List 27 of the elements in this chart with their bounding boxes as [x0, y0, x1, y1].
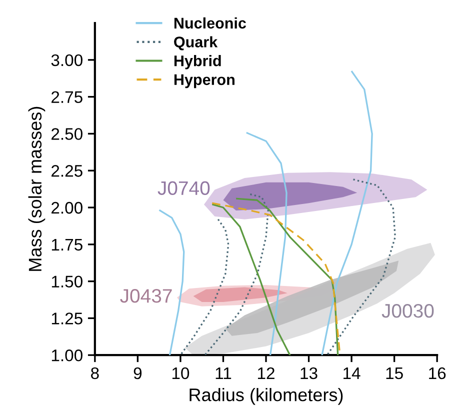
x-tick-label: 11: [216, 368, 232, 379]
legend-label: Quark: [174, 36, 218, 50]
y-tick-label: 1.00: [52, 350, 82, 362]
x-tick-label: 15: [386, 368, 403, 380]
y-tick-label: 2.25: [52, 165, 82, 177]
y-tick-label: 1.75: [52, 238, 82, 251]
legend-label: Nucleonic: [174, 17, 246, 29]
x-tick-label: 13: [300, 367, 318, 380]
x-tick-label: 16: [429, 367, 446, 380]
legend-label: Hybrid: [174, 55, 221, 70]
y-tick-label: 3.00: [51, 54, 82, 66]
x-tick-label: 14: [344, 368, 360, 379]
x-tick-label: 12: [258, 367, 274, 379]
x-tick-label: 10: [172, 367, 190, 380]
y-tick-label: 2.00: [52, 202, 82, 214]
legend-label: Hyperon: [174, 74, 234, 88]
x-axis-title: Radius (kilometers): [190, 388, 343, 405]
y-tick-label: 1.25: [52, 312, 82, 324]
x-tick-label: 8: [91, 367, 99, 380]
y-tick-label: 1.50: [52, 276, 82, 288]
series-label: J0030: [382, 304, 434, 318]
series-label: J0437: [120, 288, 172, 303]
y-tick-label: 2.50: [52, 128, 82, 140]
series-label: J0740: [158, 181, 210, 196]
x-tick-label: 9: [134, 367, 142, 380]
y-tick-label: 2.75: [52, 91, 82, 104]
y-axis-title: Mass (solar masses): [28, 106, 46, 271]
